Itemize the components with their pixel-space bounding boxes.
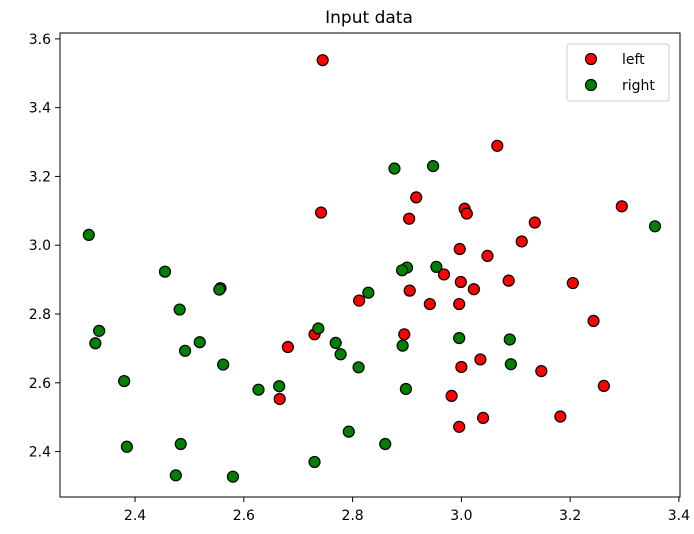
data-point-left [515,235,528,248]
x-tick-label: 2.6 [233,508,255,524]
data-point-left [445,389,458,402]
data-point-left [481,249,494,262]
series-left [273,54,628,433]
data-point-left [615,200,628,213]
data-point-right [120,440,133,453]
data-point-left [353,294,366,307]
y-tick-label: 3.0 [29,238,51,254]
data-point-right [82,228,95,242]
data-point-left [502,274,515,287]
data-point-left [587,314,600,327]
y-tick-label: 2.6 [29,376,51,392]
x-tick-label: 3.0 [450,508,472,524]
data-point-left [460,207,473,220]
data-point-left [316,54,329,67]
data-point-left [273,392,286,406]
data-point-right [193,336,206,349]
data-point-right [273,380,286,393]
y-axis: 2.4 2.6 2.8 3.0 3.2 3.4 3.6 [29,32,60,461]
data-point-right [426,160,440,173]
data-point-right [352,361,365,374]
plot-frame [59,32,681,498]
data-point-left [403,212,416,225]
data-point-right [379,437,392,451]
data-point-left [528,216,541,229]
data-point-left [410,191,423,204]
data-point-right [399,382,412,396]
data-point-left [403,284,416,297]
y-tick-label: 3.2 [29,169,51,185]
x-tick-label: 2.8 [341,508,363,524]
data-point-left [554,410,567,423]
y-tick-label: 3.4 [29,101,51,117]
legend-marker-left [584,52,598,66]
y-tick-label: 3.6 [29,32,51,48]
data-point-left [597,379,610,393]
data-point-right [217,358,230,371]
x-tick-label: 2.4 [124,508,146,524]
data-point-right [178,344,192,357]
data-point-left [455,360,468,374]
data-point-right [395,264,409,277]
data-point-left [566,276,579,290]
legend-label-right: right [622,78,655,94]
data-point-left [453,420,466,433]
data-point-right [89,337,102,350]
data-point-right [430,260,443,273]
data-point-right [226,470,240,483]
data-point-left [453,297,466,311]
data-point-right [388,162,401,175]
x-tick-label: 3.2 [559,508,581,524]
data-point-right [342,425,355,438]
legend-label-left: left [622,52,645,68]
data-point-left [491,139,504,152]
data-point-right [213,283,226,296]
data-point-right [453,331,466,345]
data-point-right [362,286,375,299]
y-tick-label: 2.8 [29,307,51,323]
data-point-right [334,348,347,361]
data-point-left [474,353,487,366]
chart-title: Input data [325,8,413,28]
data-point-right [93,324,106,337]
data-point-left [467,283,480,296]
y-tick-label: 2.4 [29,445,51,461]
legend-marker-right [584,78,598,92]
data-point-right [396,339,409,352]
data-point-left [437,268,451,281]
data-point-right [504,358,517,371]
data-point-right [648,220,662,233]
data-point-left [477,411,490,424]
data-point-left [453,242,466,256]
data-point-right [174,437,187,451]
data-point-right [173,303,186,316]
data-point-left [535,365,548,378]
data-point-right [158,265,172,278]
data-point-right [169,469,182,482]
data-point-right [252,383,265,396]
data-point-right [308,455,321,469]
data-point-right [503,333,516,346]
data-point-left [423,297,436,311]
data-point-right [329,336,342,350]
data-point-left [398,328,411,341]
x-axis: 2.4 2.6 2.8 3.0 3.2 3.4 [124,497,690,524]
data-point-left [314,206,328,219]
data-point-left [454,275,467,289]
data-point-right [118,374,131,388]
series-right [82,160,662,483]
data-point-right [312,322,325,335]
x-tick-label: 3.4 [668,508,690,524]
data-point-left [281,340,294,354]
legend: left right [566,43,670,102]
